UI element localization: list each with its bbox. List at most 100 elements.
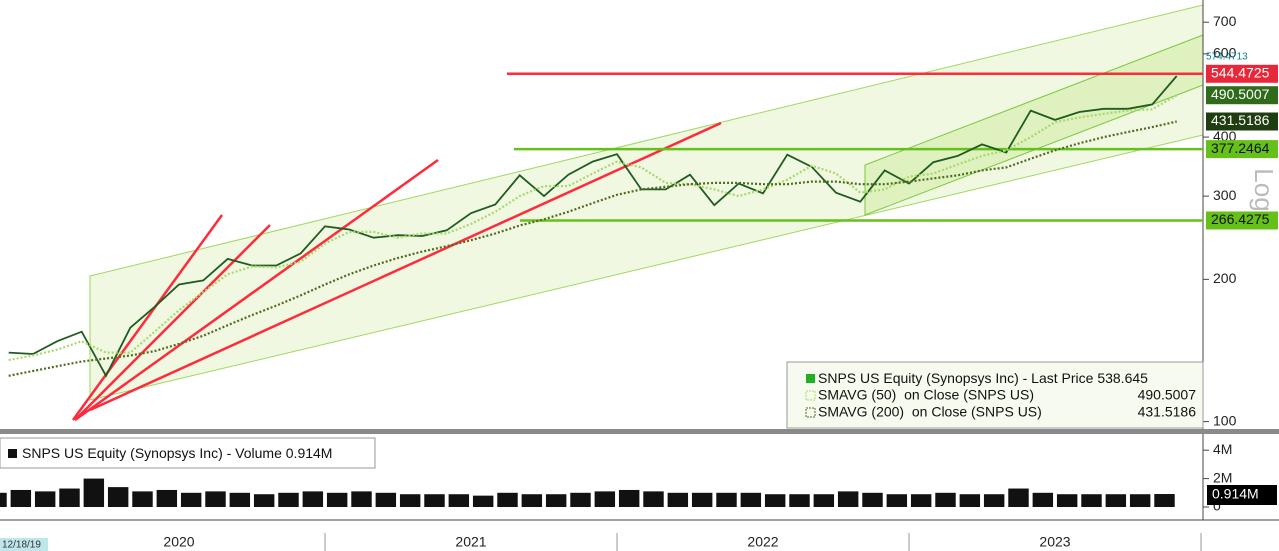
volume-bar [886,494,908,507]
volume-bar [205,491,226,507]
legend-swatch [806,374,815,383]
x-tick-label: 2022 [747,534,778,550]
volume-bar [691,492,713,507]
volume-bar [594,491,616,507]
legend-value: 0.914M [286,445,333,461]
moving-average-line [8,94,1178,362]
cursor-box [0,538,48,551]
volume-bar [278,492,299,507]
legend-value: 538.645 [1097,370,1148,386]
volume-bar [935,492,956,507]
price-line [8,75,1178,378]
price-tag-label: 377.2464 [1211,140,1270,156]
volume-bar [643,491,664,507]
volume-bar [910,494,932,507]
volume-tag [1207,485,1277,505]
volume-bar [1105,494,1127,507]
legend-swatch [805,407,816,418]
volume-bar [107,487,129,507]
price-tag-label: 490.5007 [1211,86,1270,102]
volume-bar [521,494,543,507]
y-tick-label: 4M [1213,441,1232,457]
x-tick-label: 2021 [455,534,486,550]
legend [786,361,1204,429]
volume-bar [813,494,835,507]
price-tag [1206,140,1278,159]
volume-bar [448,494,470,507]
y-tick-label: 300 [1213,187,1237,203]
volume-bar [545,494,567,507]
legend-entry: SNPS US Equity (Synopsys Inc) - Last Pri… [818,370,1148,386]
volume-bar [1154,494,1175,507]
volume-bar [156,489,178,507]
volume-bar [570,492,591,507]
volume-bar [959,494,981,507]
x-tick-label: 2020 [163,534,194,550]
price-tag [1206,64,1278,83]
y-tick-label: 100 [1213,412,1237,428]
trend-line [74,224,271,421]
y-tick-label: 200 [1213,270,1237,286]
volume-bar [375,492,397,507]
legend-name: SMAVG (200) on Close (SNPS US) [818,404,1042,420]
y-tick-label: 600 [1213,45,1237,61]
volume-bar [399,494,421,507]
volume-bar [302,491,324,507]
trend-line [71,214,224,421]
legend-name: SMAVG (50) on Close (SNPS US) [818,387,1034,403]
price-tag-label: 544.4725 [1211,64,1270,80]
volume-bar [497,492,518,507]
regression-channel [89,4,1204,401]
volume-bar [229,492,251,507]
volume-legend [0,437,376,469]
y-tick-label: 2M [1213,469,1232,485]
volume-bar [1056,494,1078,507]
trend-line [74,158,439,422]
volume-bar [132,491,153,507]
volume-bar [351,491,372,507]
volume-bar [740,492,762,507]
volume-bar [472,495,494,507]
volume-bar [862,492,883,507]
volume-bar [1081,494,1102,507]
legend-swatch [805,390,816,401]
volume-bar [0,492,7,507]
y-tick-label: 400 [1213,128,1237,144]
legend-value: 431.5186 [1138,404,1197,420]
volume-bar [326,492,348,507]
volume-bar [59,488,80,507]
price-tag-label: 266.4275 [1211,211,1270,227]
y-tick-label: 0 [1213,498,1221,514]
y-tick-label: 700 [1213,13,1237,29]
price-tag [1206,86,1278,105]
price-tag-label: 431.5186 [1211,112,1270,128]
cursor-label: 12/18/19 [2,540,41,551]
legend-entry: SNPS US Equity (Synopsys Inc) - Volume 0… [22,445,332,461]
volume-bar [1008,488,1029,507]
volume-bar [1032,492,1054,507]
volume-bar [83,478,105,507]
volume-bar [253,494,275,507]
volume-bar [983,494,1005,507]
price-tag [1206,211,1278,230]
legend-swatch [8,449,17,458]
volume-bar [618,489,640,507]
volume-bar [180,492,202,507]
volume-bar [764,494,786,507]
volume-bar [716,492,737,507]
volume-tag-label: 0.914M [1212,486,1259,502]
volume-bar [424,494,445,507]
log-label: Log [1249,168,1279,211]
x-tick-label: 2023 [1039,534,1070,550]
volume-bar [1129,494,1151,507]
panel-divider [0,429,1279,434]
volume-bar [667,492,689,507]
legend-name: SNPS US Equity (Synopsys Inc) - Volume [22,445,282,461]
price-tag [1206,112,1278,131]
volume-bar [34,491,56,507]
volume-bar [837,491,859,507]
legend-name: SNPS US Equity (Synopsys Inc) - Last Pri… [818,370,1094,386]
high-label: 574.4713 [1206,51,1248,62]
legend-value: 490.5007 [1138,387,1197,403]
